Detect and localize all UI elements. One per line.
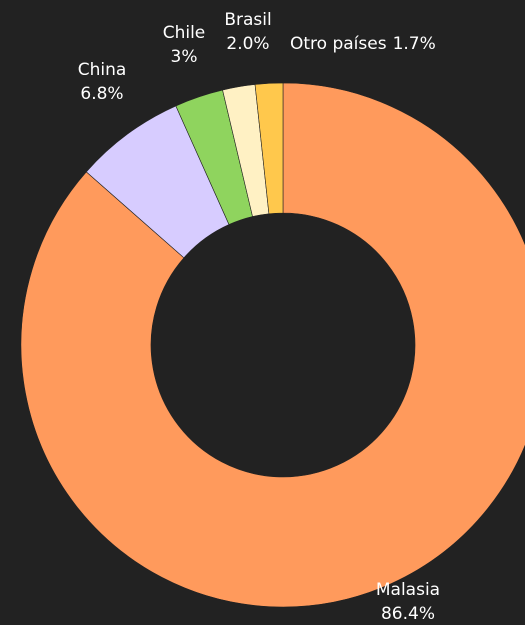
slice-value: 2.0% [226,34,269,54]
slice-label: Otro países 1.7% [290,34,436,54]
donut-slice [20,82,525,608]
slice-name: Malasia [376,580,440,600]
donut-slice [254,82,284,215]
slice-value: 6.8% [80,84,123,104]
slice-value: 3% [171,47,198,67]
slice-name: Chile [163,23,206,43]
slice-name: Brasil [224,10,271,30]
slice-name: China [78,60,127,80]
slice-value: 86.4% [381,604,435,624]
slice-value: 1.7% [393,34,436,54]
slice-name: Otro países [290,34,387,54]
